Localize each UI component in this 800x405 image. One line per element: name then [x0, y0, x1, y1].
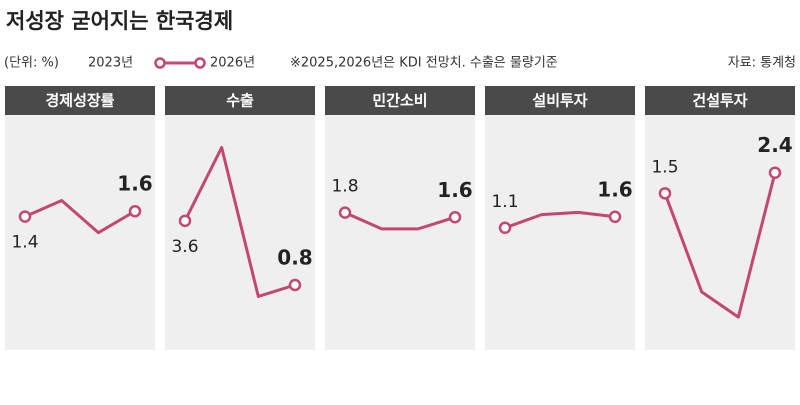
- data-label: 1.4: [11, 233, 38, 253]
- marker: [448, 211, 462, 224]
- legend-symbol: [154, 57, 206, 69]
- panel-bg: [645, 115, 795, 350]
- marker: [768, 166, 782, 179]
- panel-title: 설비투자: [532, 92, 587, 110]
- line: [24, 198, 136, 235]
- marker: [18, 210, 32, 223]
- panel-title: 건설투자: [692, 92, 747, 110]
- marker: [288, 278, 302, 292]
- panel-title: 경제성장률: [45, 92, 114, 110]
- panel-title: 수출: [226, 92, 254, 110]
- data-label: 1.8: [331, 177, 358, 197]
- panel-header: [645, 86, 795, 115]
- marker: [128, 204, 142, 218]
- note: ※2025,2026년은 KDI 전망치. 수출은 물량기준: [290, 56, 558, 71]
- marker: [178, 214, 192, 228]
- marker: [338, 206, 352, 219]
- source: 자료: 통계청: [728, 56, 796, 71]
- legend-start: 2023년: [88, 56, 133, 71]
- data-label: 1.5: [651, 157, 678, 177]
- line: [663, 172, 777, 319]
- data-label: 1.6: [117, 172, 152, 196]
- data-label: 2.4: [757, 133, 792, 157]
- marker: [658, 187, 672, 200]
- panel-bg: [485, 115, 635, 350]
- line: [504, 210, 616, 230]
- panel-bg: [325, 115, 475, 350]
- marker: [498, 221, 512, 235]
- panel-bg: [165, 115, 315, 350]
- panel-header: [325, 86, 475, 115]
- panel-title: 민간소비: [372, 92, 427, 110]
- chart-title: 저성장 굳어지는 한국경제: [6, 9, 233, 33]
- data-label: 0.8: [277, 246, 312, 270]
- line: [344, 211, 456, 231]
- panel-header: [485, 86, 635, 115]
- panel-header: [165, 86, 315, 115]
- panel-header: [5, 86, 155, 115]
- data-label: 1.6: [437, 178, 472, 202]
- unit-label: (단위: %): [4, 56, 59, 71]
- legend-end: 2026년: [210, 56, 255, 71]
- line: [183, 146, 296, 298]
- data-label: 1.6: [597, 177, 632, 201]
- panel-bg: [5, 115, 155, 350]
- data-label: 1.1: [491, 192, 518, 212]
- data-label: 3.6: [171, 237, 198, 257]
- marker: [608, 210, 622, 224]
